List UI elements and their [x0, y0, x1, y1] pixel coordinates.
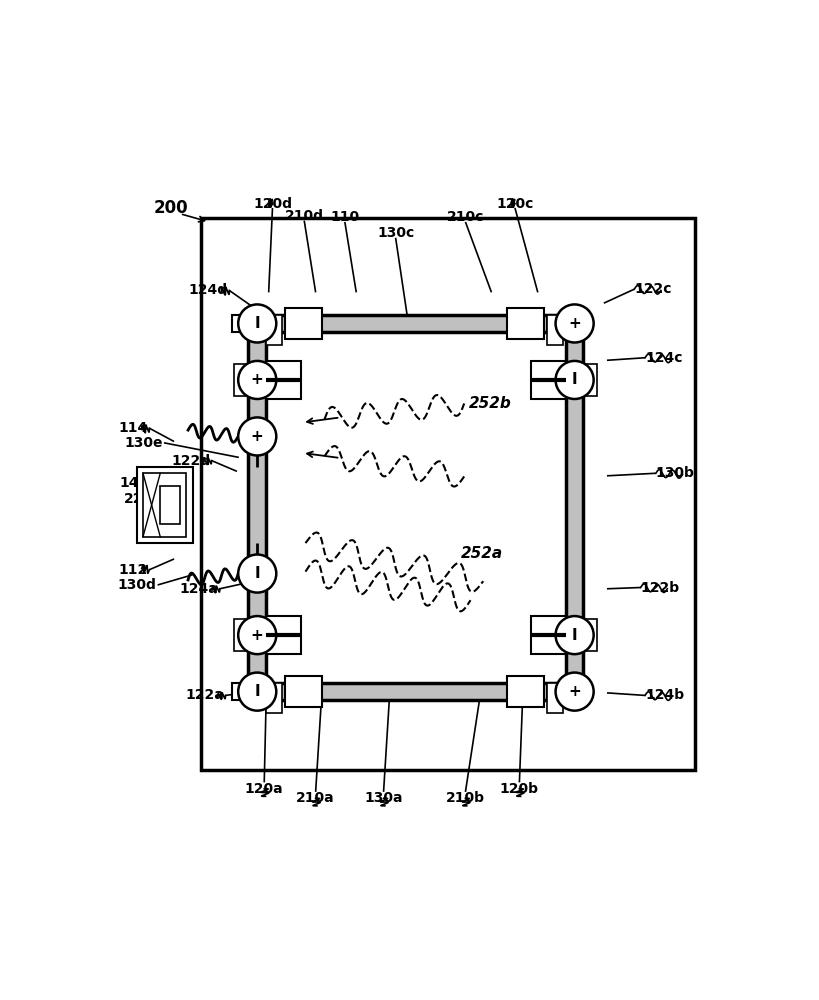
Bar	[583, 619, 598, 651]
Text: I: I	[255, 316, 260, 331]
Text: 252a: 252a	[461, 546, 503, 561]
Text: 130e: 130e	[124, 436, 163, 450]
Text: 210d: 210d	[285, 209, 324, 223]
Bar	[566, 332, 583, 683]
Text: 124a: 124a	[180, 582, 219, 596]
Bar	[234, 364, 248, 396]
Text: 120c: 120c	[496, 197, 534, 211]
Text: 124d: 124d	[189, 283, 228, 297]
Bar	[137, 467, 192, 543]
Text: +: +	[568, 316, 581, 331]
Bar	[266, 315, 282, 345]
Text: 130d: 130d	[117, 578, 156, 592]
Bar	[266, 361, 301, 399]
Bar	[248, 315, 583, 332]
Bar	[248, 683, 583, 700]
Bar	[266, 616, 301, 654]
Circle shape	[555, 361, 594, 399]
Text: 114: 114	[119, 421, 148, 435]
Text: 122b: 122b	[640, 581, 680, 595]
Bar	[285, 308, 322, 339]
Text: 220: 220	[124, 492, 153, 506]
Text: 130c: 130c	[377, 226, 414, 240]
Bar	[233, 315, 267, 332]
Circle shape	[238, 616, 276, 654]
Bar	[201, 218, 695, 770]
Bar	[143, 473, 186, 537]
Text: 122a: 122a	[185, 688, 224, 702]
Bar	[532, 616, 566, 654]
Text: 252b: 252b	[469, 396, 512, 411]
Text: 130b: 130b	[656, 466, 695, 480]
Text: I: I	[572, 372, 577, 387]
Text: +: +	[251, 628, 264, 643]
Circle shape	[238, 417, 276, 455]
Text: 112: 112	[119, 563, 148, 577]
Text: 122c: 122c	[634, 282, 672, 296]
Bar	[507, 308, 544, 339]
Bar	[547, 683, 563, 713]
Text: I: I	[572, 628, 577, 643]
Text: 110: 110	[330, 210, 360, 224]
Text: 210b: 210b	[446, 791, 485, 805]
Text: 120a: 120a	[245, 782, 283, 796]
Text: 200: 200	[154, 199, 188, 217]
Text: +: +	[568, 684, 581, 699]
Bar	[234, 619, 248, 651]
Text: +: +	[251, 372, 264, 387]
Text: 120b: 120b	[500, 782, 539, 796]
Circle shape	[555, 304, 594, 343]
Circle shape	[238, 673, 276, 711]
Circle shape	[555, 673, 594, 711]
Circle shape	[555, 616, 594, 654]
Circle shape	[238, 555, 276, 593]
Text: 124b: 124b	[645, 688, 684, 702]
Text: 124c: 124c	[645, 351, 682, 365]
Text: 140: 140	[119, 476, 148, 490]
Circle shape	[238, 304, 276, 343]
Bar	[248, 332, 266, 683]
Bar	[507, 676, 544, 707]
Bar	[266, 683, 282, 713]
Bar	[532, 361, 566, 399]
Circle shape	[238, 361, 276, 399]
Bar	[547, 315, 583, 332]
Bar	[547, 683, 583, 700]
Text: 210a: 210a	[296, 791, 335, 805]
Bar	[161, 486, 179, 524]
Text: 120d: 120d	[253, 197, 292, 211]
Text: 210c: 210c	[446, 210, 484, 224]
Text: 122d: 122d	[171, 454, 210, 468]
Text: I: I	[255, 684, 260, 699]
Text: 130a: 130a	[364, 791, 403, 805]
Bar	[233, 683, 267, 700]
Text: +: +	[251, 429, 264, 444]
Bar	[583, 364, 598, 396]
Bar	[547, 315, 563, 345]
Bar	[285, 676, 322, 707]
Text: I: I	[255, 566, 260, 581]
